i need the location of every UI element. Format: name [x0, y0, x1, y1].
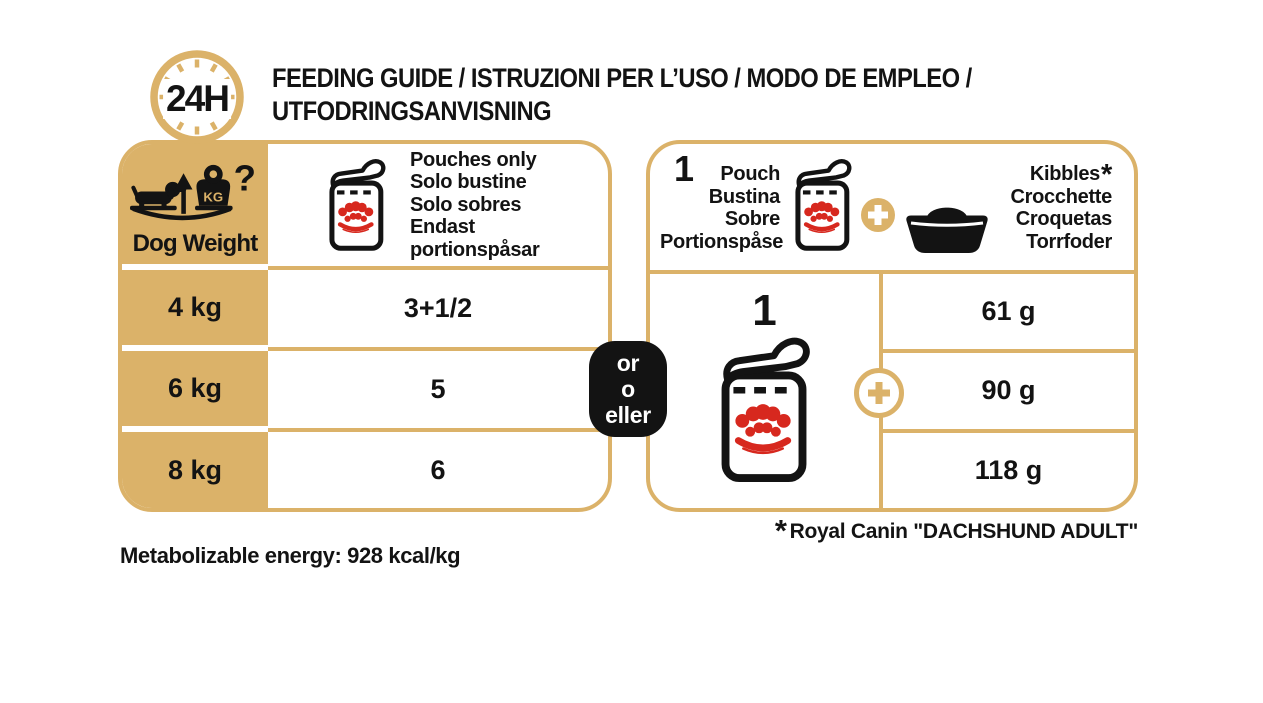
pouch-line: Pouch [720, 163, 780, 185]
title-line-1: FEEDING GUIDE / ISTRUZIONI PER L’USO / M… [272, 63, 972, 93]
kibble-amount-cell-8kg: 118 g [974, 454, 1043, 485]
dog-weight-label: Dog Weight [132, 230, 259, 257]
combo-table-header: 1 Pouch Bustina Sobre Portionspåse Kibbl… [650, 144, 1134, 274]
kg-label: KG [203, 190, 223, 205]
pouch-quantity-cell: 1 [650, 274, 879, 508]
weight-cell-6kg: 6 kg [122, 351, 268, 432]
or-badge: or o eller [589, 341, 667, 437]
kibbles-text-block: Kibbles* Crocchette Croquetas Torrfoder [1010, 161, 1113, 253]
kibble-amount-cell-6kg: 90 g [883, 353, 1134, 433]
pouches-line: Endast portionspåsar [410, 216, 540, 261]
combo-table-body: 1 61 g 90 g 118 g [650, 274, 1134, 508]
pouch-text-block: Pouch Bustina Sobre Portionspåse [660, 163, 784, 253]
dog-weight-header-cell: KG ? Dog Weight [122, 144, 268, 270]
weight-cell-4kg: 4 kg [122, 270, 268, 351]
pouches-line: Solo bustine [410, 171, 527, 194]
plus-circle-icon [854, 368, 904, 418]
kibbles-line: Kibbles* [1011, 161, 1112, 190]
pouch-count-cell-8kg: 6 [430, 454, 446, 485]
question-mark: ? [234, 160, 256, 198]
body-pouch-count: 1 [752, 286, 777, 335]
or-badge-line: o [621, 376, 635, 402]
pouch-icon [792, 158, 854, 252]
pouches-only-text: Pouches only Solo bustine Solo sobres En… [410, 149, 608, 262]
combo-feeding-table: 1 Pouch Bustina Sobre Portionspåse Kibbl… [646, 140, 1138, 512]
pouches-only-header-cell: Pouches only Solo bustine Solo sobres En… [268, 144, 608, 270]
pouch-line: Bustina [708, 185, 781, 208]
kg-weight-handle [203, 164, 223, 184]
kibbles-asterisk: * [1101, 159, 1112, 191]
footnote-text: Royal Canin "DACHSHUND ADULT" [789, 520, 1139, 543]
or-badge-line: or [616, 350, 640, 376]
pouch-line: Sobre [724, 208, 780, 230]
or-badge-line: eller [605, 402, 651, 428]
kibble-amounts-column: 61 g 90 g 118 g [883, 274, 1134, 508]
plus-icon [861, 198, 895, 232]
pouch-count-cell-4kg: 3+1/2 [268, 270, 608, 351]
pouch-count-cell-6kg: 5 [268, 351, 608, 432]
24h-clock-icon: 24H [147, 49, 247, 145]
feeding-guide-title: FEEDING GUIDE / ISTRUZIONI PER L’USO / M… [272, 62, 972, 128]
pouch-large-icon [715, 336, 815, 484]
header-pouch-count: 1 [674, 148, 695, 189]
energy-note: Metabolizable energy: 928 kcal/kg [120, 543, 461, 568]
bowl-icon [906, 207, 988, 253]
pouch-icon [326, 158, 388, 252]
footnote-asterisk: * [774, 513, 787, 548]
kibbles-line: Torrfoder [1026, 230, 1112, 253]
pouches-line: Solo sobres [410, 193, 522, 216]
weight-cell-8kg: 8 kg [122, 432, 268, 508]
kibbles-line: Croquetas [1015, 208, 1113, 230]
kibble-amount-cell-4kg: 61 g [883, 274, 1134, 354]
kibbles-label: Kibbles [1029, 163, 1100, 185]
pouch-feeding-table: KG ? Dog Weight Pouches only Solo bustin… [118, 140, 612, 512]
kibbles-line: Crocchette [1010, 185, 1113, 208]
footnote: * Royal Canin "DACHSHUND ADULT" [646, 515, 1139, 546]
pouch-line: Portionspåse [660, 230, 784, 253]
clock-24h-label: 24H [163, 78, 231, 119]
dog-weight-icon: KG ? [130, 160, 256, 221]
pouches-line: Pouches only [410, 148, 537, 171]
title-line-2: UTFODRINGSANVISNING [272, 96, 552, 126]
